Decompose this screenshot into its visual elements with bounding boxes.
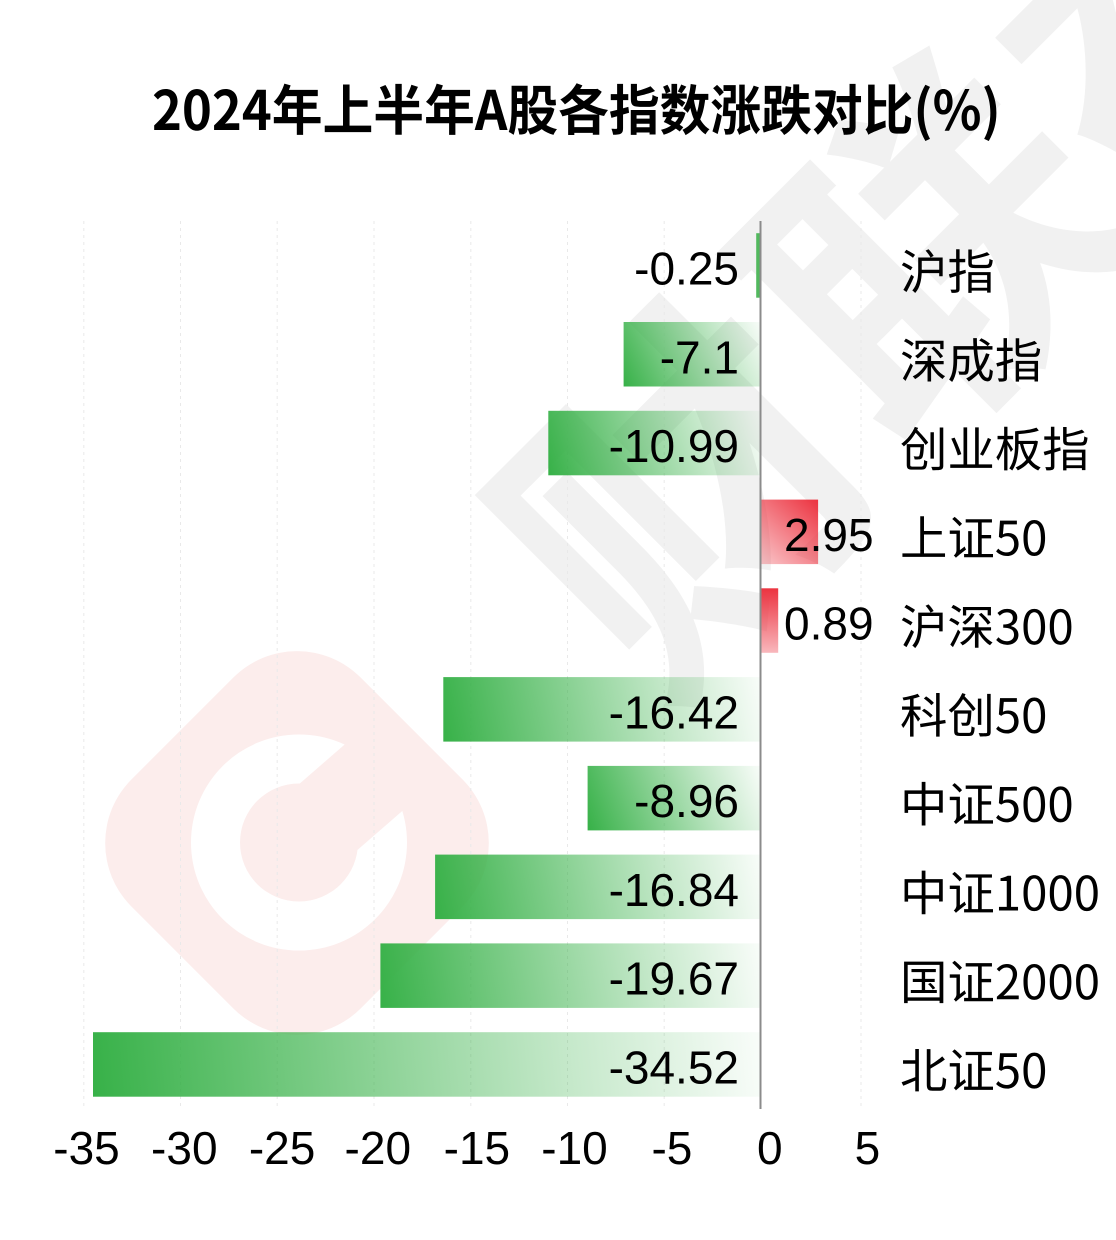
svg-text:0: 0 — [757, 1122, 783, 1174]
svg-text:2.95: 2.95 — [784, 509, 874, 561]
svg-text:-25: -25 — [249, 1122, 315, 1174]
svg-text:-8.96: -8.96 — [634, 775, 739, 827]
svg-text:5: 5 — [855, 1122, 881, 1174]
svg-text:-20: -20 — [345, 1122, 411, 1174]
svg-text:-15: -15 — [444, 1122, 510, 1174]
svg-text:-30: -30 — [151, 1122, 217, 1174]
svg-text:-7.1: -7.1 — [660, 331, 739, 383]
svg-text:-35: -35 — [53, 1122, 119, 1174]
svg-text:-16.84: -16.84 — [609, 864, 739, 916]
svg-text:0.89: 0.89 — [784, 598, 874, 650]
svg-text:-10.99: -10.99 — [609, 420, 739, 472]
svg-text:-34.52: -34.52 — [609, 1041, 739, 1093]
svg-text:-16.42: -16.42 — [609, 686, 739, 738]
svg-text:-5: -5 — [651, 1122, 692, 1174]
svg-text:-10: -10 — [541, 1122, 607, 1174]
svg-text:-0.25: -0.25 — [634, 243, 739, 295]
svg-text:-19.67: -19.67 — [609, 953, 739, 1005]
